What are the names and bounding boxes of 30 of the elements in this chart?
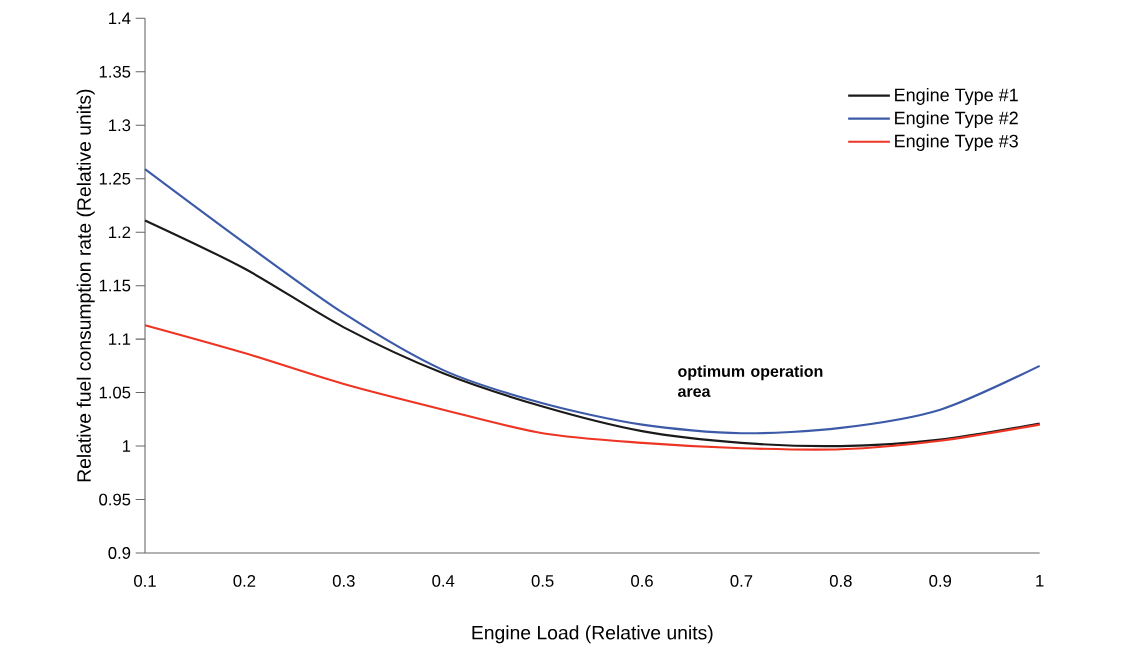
y-tick-label: 1 (122, 440, 131, 452)
legend-label: Engine Type #3 (895, 134, 1018, 151)
y-tick-label: 1.2 (109, 226, 131, 239)
y-tick-label: 1.35 (99, 65, 131, 78)
x-tick-label: 0.4 (432, 575, 455, 587)
y-tick-label: 1.05 (99, 386, 131, 399)
legend-label: Engine Type #1 (895, 88, 1018, 105)
y-tick-label: 1.3 (109, 119, 131, 132)
x-tick-label: 0.5 (531, 575, 554, 587)
annotation: optimum operation area (678, 365, 823, 397)
x-tick-label: 0.3 (332, 575, 355, 587)
x-tick-label: 1 (1036, 575, 1044, 587)
x-tick-label: 0.7 (730, 575, 753, 587)
y-tick-label: 1.15 (99, 279, 131, 292)
x-tick-label: 0.8 (829, 575, 852, 587)
y-tick-label: 1.1 (109, 333, 131, 345)
line-series (143, 219, 1041, 448)
x-tick-label: 0.6 (631, 575, 653, 587)
line-series (143, 168, 1041, 435)
x-tick-label: 0.1 (134, 575, 156, 587)
y-tick-label: 0.95 (99, 493, 131, 506)
y-tick-label: 1.4 (109, 12, 131, 25)
line-series (143, 324, 1041, 451)
x-tick-label: 0.9 (929, 575, 952, 587)
y-axis-title: Relative fuel consumption rate (Relative units) (76, 89, 95, 482)
y-tick-label: 0.9 (108, 547, 131, 559)
x-axis-title: Engine Load (Relative units) (472, 625, 713, 644)
legend-label: Engine Type #2 (895, 111, 1018, 128)
x-tick-label: 0.2 (233, 575, 256, 587)
y-tick-label: 1.25 (99, 172, 131, 185)
